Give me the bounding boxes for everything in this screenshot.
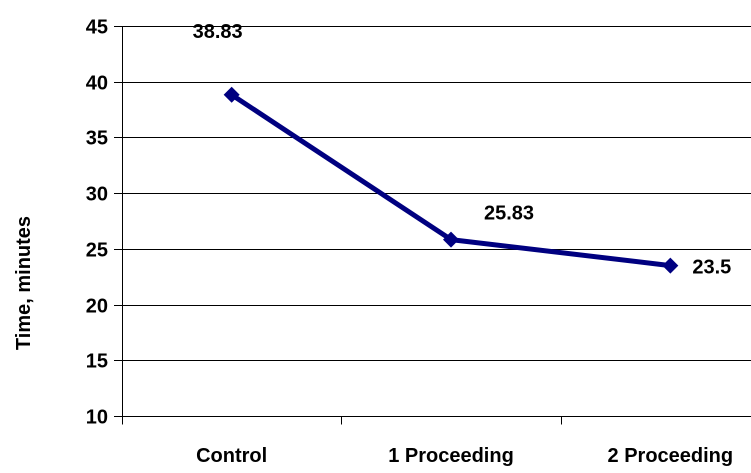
data-point-2 — [662, 257, 679, 274]
series — [223, 86, 679, 274]
y-tick-labels: 10 15 20 25 30 35 40 45 — [86, 17, 108, 429]
gridlines — [122, 26, 751, 361]
y-tick-label-15: 15 — [86, 351, 108, 373]
data-point-0 — [223, 86, 240, 103]
y-tick-label-40: 40 — [86, 73, 108, 95]
data-label-1: 25.83 — [484, 203, 534, 225]
y-tick-label-20: 20 — [86, 296, 108, 318]
y-tick-label-45: 45 — [86, 17, 108, 39]
data-label-2: 23.5 — [692, 257, 731, 279]
y-tick-label-30: 30 — [86, 184, 108, 206]
data-label-0: 38.83 — [193, 21, 243, 43]
x-tick-label-1: 1 Proceeding — [388, 445, 514, 467]
y-tick-label-35: 35 — [86, 128, 108, 150]
y-tick-label-25: 25 — [86, 240, 108, 262]
x-tick-labels: Control 1 Proceeding 2 Proceeding — [196, 445, 733, 467]
axes — [114, 26, 751, 425]
x-tick-label-2: 2 Proceeding — [608, 445, 734, 467]
y-tick-label-10: 10 — [86, 407, 108, 429]
data-labels: 38.83 25.83 23.5 — [193, 21, 732, 279]
data-point-1 — [443, 231, 459, 248]
x-tick-label-0: Control — [196, 445, 267, 467]
y-axis-title: Time, minutes — [13, 216, 35, 350]
